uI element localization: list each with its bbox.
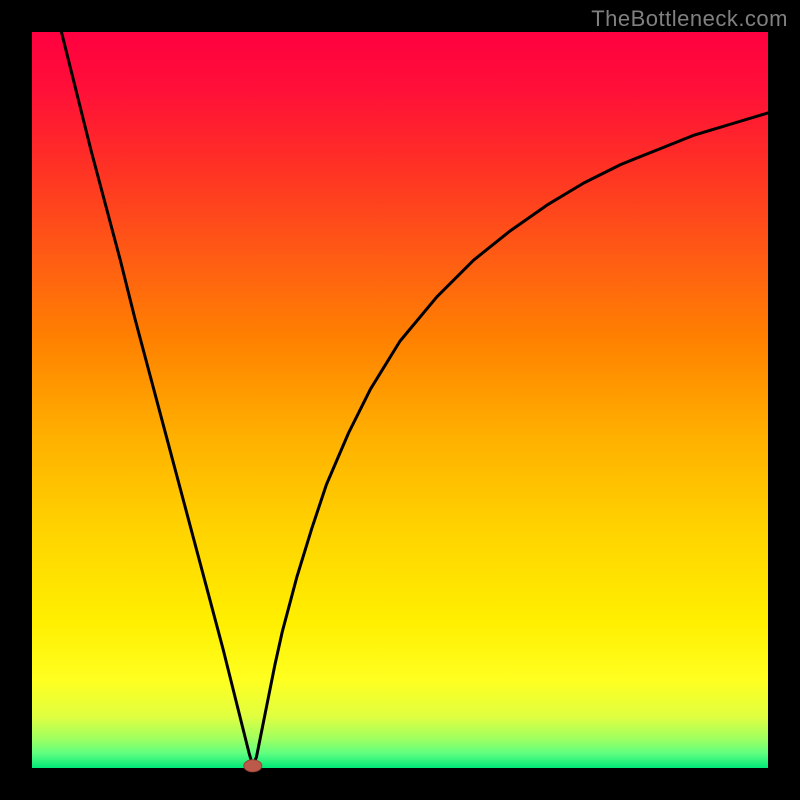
bottleneck-chart bbox=[0, 0, 800, 800]
chart-svg bbox=[0, 0, 800, 800]
plot-background bbox=[32, 32, 768, 768]
watermark-text: TheBottleneck.com bbox=[591, 6, 788, 32]
minimum-marker bbox=[244, 760, 262, 772]
